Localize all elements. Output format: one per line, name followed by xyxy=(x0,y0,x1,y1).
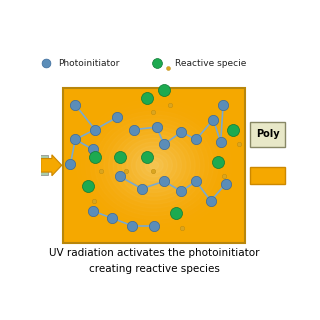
Point xyxy=(129,223,134,228)
Point xyxy=(179,188,184,194)
Point xyxy=(73,137,78,142)
Point xyxy=(150,110,156,115)
Point xyxy=(162,88,167,93)
Point xyxy=(162,179,167,184)
Text: Photoinitiator: Photoinitiator xyxy=(58,59,119,68)
Point xyxy=(92,154,98,159)
Text: UV radiation activates the photoinitiator: UV radiation activates the photoinitiato… xyxy=(49,248,260,258)
Point xyxy=(117,154,122,159)
Point xyxy=(218,139,223,144)
Point xyxy=(154,60,159,66)
Point xyxy=(154,124,159,130)
Point xyxy=(223,181,228,186)
Point xyxy=(68,162,73,167)
Point xyxy=(144,154,149,159)
Point xyxy=(194,179,199,184)
Point xyxy=(91,198,96,204)
Point xyxy=(220,102,226,108)
Point xyxy=(117,174,122,179)
Point xyxy=(90,147,95,152)
Point xyxy=(99,169,104,174)
Ellipse shape xyxy=(145,157,163,173)
Point xyxy=(110,216,115,221)
Point xyxy=(92,127,98,132)
Point xyxy=(236,142,242,147)
Point xyxy=(216,159,221,164)
Point xyxy=(174,211,179,216)
Point xyxy=(179,130,184,135)
Bar xyxy=(250,167,285,184)
Point xyxy=(230,127,236,132)
Point xyxy=(90,208,95,213)
Text: Poly: Poly xyxy=(256,129,279,139)
Point xyxy=(152,223,157,228)
Point xyxy=(144,95,149,100)
Point xyxy=(115,115,120,120)
Point xyxy=(211,117,216,122)
Point xyxy=(180,226,185,231)
Text: creating reactive species: creating reactive species xyxy=(89,264,220,274)
Point xyxy=(222,174,227,179)
FancyArrow shape xyxy=(41,155,62,176)
Point xyxy=(150,169,156,174)
Point xyxy=(168,102,173,108)
Point xyxy=(43,60,48,66)
Point xyxy=(85,184,90,189)
Text: Reactive specie: Reactive specie xyxy=(175,59,246,68)
Point xyxy=(123,169,128,174)
Ellipse shape xyxy=(149,161,159,169)
Point xyxy=(162,142,167,147)
Point xyxy=(73,102,78,108)
Point xyxy=(139,186,144,191)
Point xyxy=(165,65,170,70)
Bar xyxy=(250,122,285,147)
Point xyxy=(132,127,137,132)
Bar xyxy=(38,156,48,175)
Point xyxy=(208,198,213,204)
Bar xyxy=(63,88,245,243)
Point xyxy=(194,137,199,142)
